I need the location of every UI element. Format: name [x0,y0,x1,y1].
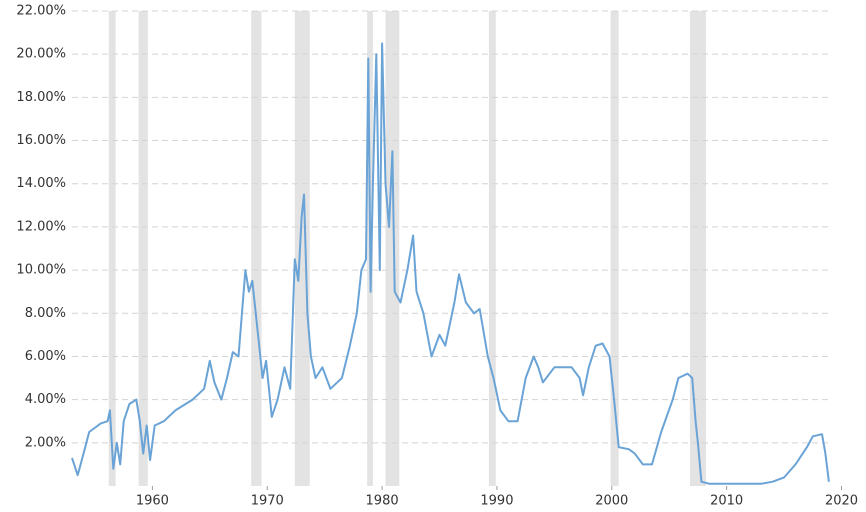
recession-band [488,11,496,486]
y-tick-label: 16.00% [16,133,66,148]
y-tick-label: 6.00% [25,349,66,364]
x-tick-label: 2020 [825,494,858,509]
recession-band [294,11,310,486]
x-tick-label: 2010 [710,494,743,509]
recession-band [108,11,116,486]
y-tick-label: 14.00% [16,176,66,191]
y-tick-label: 18.00% [16,90,66,105]
recession-band [610,11,619,486]
y-tick-label: 22.00% [16,4,66,19]
recession-band [689,11,706,486]
line-series [71,42,830,485]
y-tick-label: 4.00% [25,392,66,407]
y-tick-label: 12.00% [16,219,66,234]
y-tick-label: 2.00% [25,435,66,450]
y-tick-label: 8.00% [25,306,66,321]
recession-band [385,11,400,486]
x-tick-label: 1980 [366,494,399,509]
recession-band [138,11,148,486]
x-tick-label: 1960 [136,494,169,509]
x-tick-label: 1970 [251,494,284,509]
y-tick-label: 10.00% [16,263,66,278]
recession-band [251,11,262,486]
y-tick-label: 20.00% [16,47,66,62]
x-tick-label: 1990 [480,494,513,509]
x-tick-label: 2000 [595,494,628,509]
